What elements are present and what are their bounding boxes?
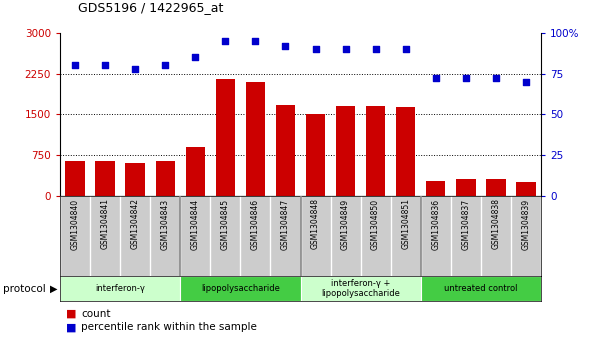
Text: count: count (81, 309, 111, 319)
Point (431, 76, 441, 81)
Text: interferon-γ: interferon-γ (96, 284, 145, 293)
Point (341, 46, 350, 52)
Bar (516, 182, 535, 196)
Bar (336, 106, 355, 196)
Bar (306, 114, 325, 196)
Point (160, 62, 170, 68)
Text: GSM1304845: GSM1304845 (221, 199, 230, 249)
Text: ▶: ▶ (50, 284, 57, 294)
Text: GSM1304839: GSM1304839 (522, 199, 530, 249)
Point (371, 46, 380, 52)
Text: GSM1304846: GSM1304846 (251, 199, 260, 249)
Bar (156, 161, 175, 196)
Text: lipopolysaccharide: lipopolysaccharide (201, 284, 280, 293)
Text: untreated control: untreated control (444, 284, 517, 293)
Point (401, 46, 410, 52)
Text: GSM1304844: GSM1304844 (191, 199, 200, 249)
Bar (126, 163, 145, 196)
Text: GSM1304843: GSM1304843 (161, 199, 169, 249)
Bar (180, 276, 300, 301)
Point (311, 46, 320, 52)
Text: GSM1304838: GSM1304838 (492, 199, 500, 249)
Point (221, 38, 230, 44)
Point (70, 62, 80, 68)
Bar (246, 82, 265, 196)
Point (461, 76, 471, 81)
Bar (486, 179, 505, 196)
Bar (66, 161, 85, 196)
Text: GSM1304849: GSM1304849 (341, 199, 350, 249)
Text: GSM1304841: GSM1304841 (101, 199, 109, 249)
Text: ■: ■ (66, 322, 76, 333)
Point (251, 38, 260, 44)
Text: GDS5196 / 1422965_at: GDS5196 / 1422965_at (78, 1, 224, 15)
Text: GSM1304850: GSM1304850 (371, 199, 380, 249)
Text: percentile rank within the sample: percentile rank within the sample (81, 322, 257, 333)
Text: ■: ■ (66, 309, 76, 319)
Point (281, 43, 290, 49)
Point (100, 62, 110, 68)
Text: GSM1304847: GSM1304847 (281, 199, 290, 249)
Text: interferon-γ +
lipopolysaccharide: interferon-γ + lipopolysaccharide (321, 279, 400, 298)
Bar (396, 107, 415, 196)
Bar (216, 79, 235, 196)
Point (191, 54, 200, 60)
Bar (456, 179, 475, 196)
Bar (300, 276, 421, 301)
Point (130, 66, 140, 72)
Bar (426, 181, 445, 196)
Bar (366, 106, 385, 196)
Bar (276, 105, 295, 196)
Point (491, 76, 501, 81)
Text: GSM1304837: GSM1304837 (462, 199, 470, 249)
Bar (96, 160, 115, 196)
Text: protocol: protocol (3, 284, 46, 294)
Bar (60, 276, 180, 301)
Text: GSM1304840: GSM1304840 (71, 199, 79, 249)
Text: GSM1304851: GSM1304851 (401, 199, 410, 249)
Text: GSM1304842: GSM1304842 (131, 199, 139, 249)
Text: GSM1304848: GSM1304848 (311, 199, 320, 249)
Point (521, 79, 531, 85)
Bar (186, 147, 205, 196)
Text: GSM1304836: GSM1304836 (432, 199, 440, 249)
Bar (421, 276, 541, 301)
